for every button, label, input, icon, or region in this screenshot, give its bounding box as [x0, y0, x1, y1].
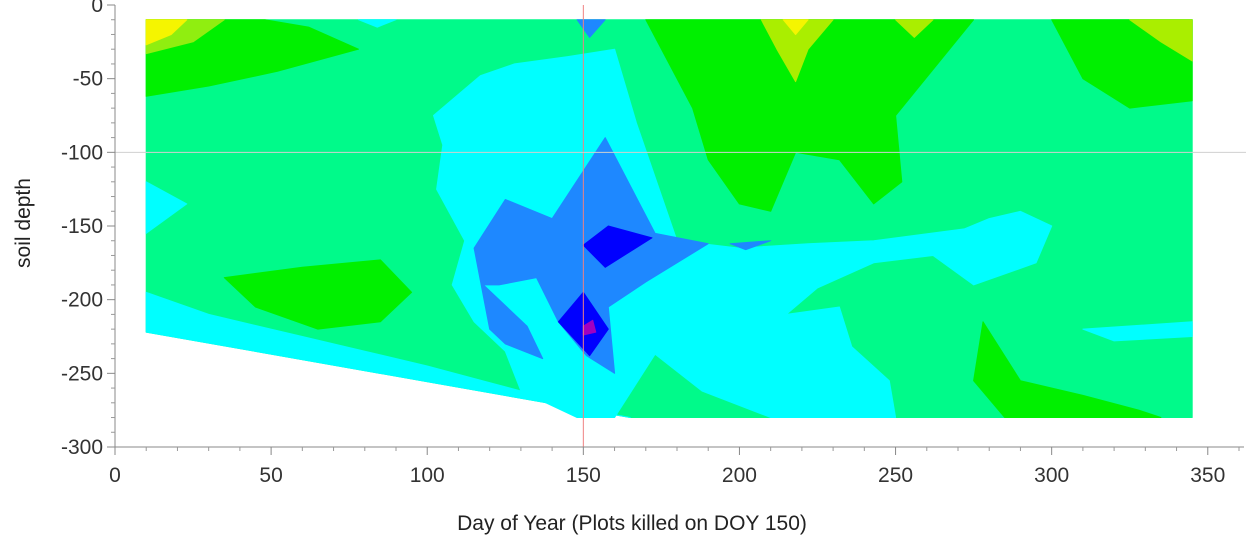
reference-lines [115, 5, 1246, 447]
y-tick-label-0: 0 [91, 0, 103, 17]
contour-region-cyan-bottom-left [145, 291, 631, 418]
contour-region-yellowgreen-top-right [1129, 19, 1193, 62]
axes [107, 4, 1244, 455]
contour-region-yellowgreen-top-mid2 [895, 19, 934, 38]
x-tick-label-250: 250 [878, 464, 913, 487]
x-tick-label-0: 0 [109, 464, 121, 487]
x-axis-title: Day of Year (Plots killed on DOY 150) [457, 512, 807, 535]
contour-region-green-top-right [645, 19, 975, 212]
x-tick-label-150: 150 [566, 464, 601, 487]
contour-region-cyan-top-notch [358, 19, 397, 28]
tick-labels: 0 50 100 150 200 250 300 350 0 -50 -100 -150 -200 -25… [61, 0, 1225, 487]
contour-region-green-top-left [145, 19, 359, 97]
x-tick-label-50: 50 [259, 464, 282, 487]
contour-region-green-bottom-right [973, 321, 1162, 418]
contour-region-green-left-band [223, 259, 413, 330]
contour-region-cyan-bottom-right-strip [1082, 321, 1193, 342]
contour-region-blue-small-right [729, 240, 772, 251]
x-tick-label-200: 200 [722, 464, 757, 487]
y-tick-label-100: -100 [61, 141, 103, 164]
contour-region-blue-mid [473, 137, 709, 374]
contour-region-darkblue-top [582, 225, 653, 268]
y-tick-label-200: -200 [61, 289, 103, 312]
x-tick-label-350: 350 [1190, 464, 1225, 487]
contour-regions [145, 19, 1193, 418]
contour-region-yellow-top-mid [782, 19, 809, 35]
contour-region-cyan-left-notch [145, 181, 188, 234]
y-tick-label-50: -50 [73, 68, 103, 91]
x-tick-label-300: 300 [1034, 464, 1069, 487]
y-tick-label-150: -150 [61, 215, 103, 238]
contour-region-yellowgreen-top-mid [760, 19, 834, 83]
contour-region-yellow-top-left [145, 19, 188, 46]
y-tick-label-300: -300 [61, 436, 103, 459]
x-tick-label-100: 100 [410, 464, 445, 487]
y-tick-label-250: -250 [61, 362, 103, 385]
y-axis-title: soil depth [12, 178, 35, 268]
